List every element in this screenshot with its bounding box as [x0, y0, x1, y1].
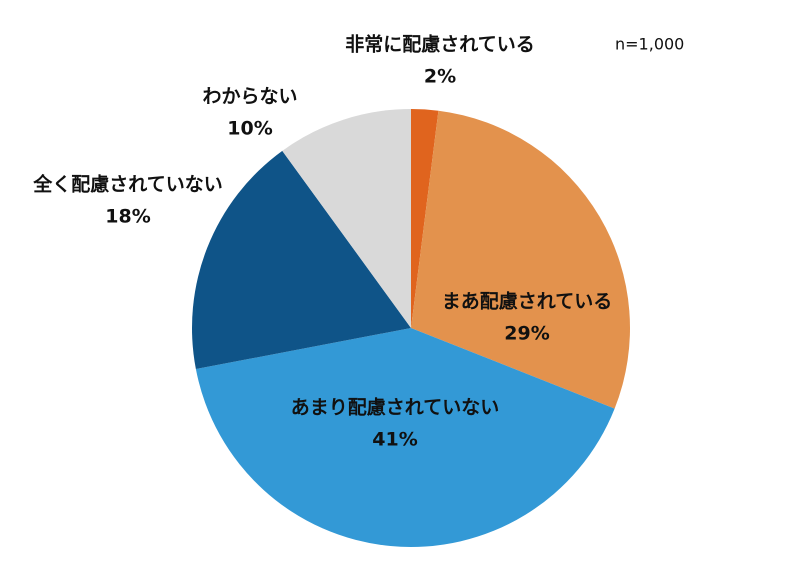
slice-label: 全く配慮されていない — [32, 173, 222, 196]
pie-slice — [191, 150, 411, 370]
pie-slice — [411, 110, 630, 409]
slice-label: まあ配慮されている — [442, 291, 612, 313]
slice-label: わからない — [202, 86, 297, 108]
slice-value-label: 10% — [227, 118, 272, 140]
pie-slice — [195, 328, 615, 547]
slice-value-label: 41% — [372, 429, 417, 451]
slice-label: あまり配慮されていない — [291, 397, 499, 419]
sample-size-note: n=1,000 — [615, 35, 684, 54]
slice-label: 非常に配慮されている — [345, 33, 534, 56]
slice-value-label: 2% — [424, 66, 456, 88]
pie-slice — [282, 109, 411, 328]
slice-value-label: 18% — [105, 206, 150, 228]
slice-value-label: 29% — [504, 323, 549, 345]
pie-slice — [411, 109, 439, 328]
